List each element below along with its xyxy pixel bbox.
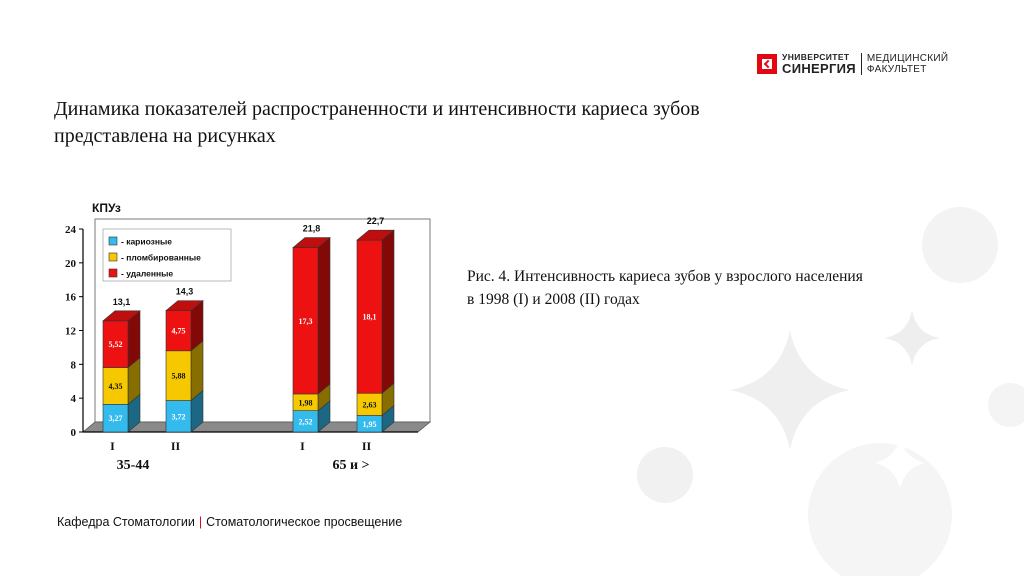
figure-caption-line-1: Рис. 4. Интенсивность кариеса зубов у вз… — [467, 268, 863, 285]
bar-top — [356, 229, 395, 241]
bar-total-label: 21,8 — [303, 224, 321, 234]
x-tick-label: I — [300, 439, 305, 453]
bar-value-label: 2,63 — [363, 400, 377, 409]
bar-total-label: 22,7 — [367, 216, 385, 226]
x-tick-label: I — [110, 439, 115, 453]
bar-side — [317, 236, 331, 395]
bar-segment — [102, 367, 129, 405]
y-tick-label: 0 — [71, 427, 77, 439]
y-tick-label: 16 — [65, 292, 77, 304]
bar-total-label: 14,3 — [176, 287, 194, 297]
bar-side — [381, 229, 395, 394]
chart-legend — [102, 228, 232, 282]
legend-label: - пломбированные — [121, 253, 201, 263]
bar-segment — [165, 310, 192, 352]
figure-caption-line-2: в 1998 (I) и 2008 (II) годах — [467, 291, 640, 308]
bar-value-label: 1,95 — [363, 420, 377, 429]
logo-name: УНИВЕРСИТЕТ СИНЕРГИЯ — [782, 53, 856, 75]
bar-segment — [102, 404, 129, 433]
university-logo[interactable]: УНИВЕРСИТЕТ СИНЕРГИЯ МЕДИЦИНСКИЙ ФАКУЛЬТ… — [757, 52, 948, 76]
bar-value-label: 2,52 — [299, 417, 313, 426]
logo-line-2: СИНЕРГИЯ — [782, 60, 856, 76]
deco-star — [884, 310, 940, 366]
bar-total-label: 13,1 — [113, 297, 131, 307]
footer-department: Кафедра Стоматологии — [57, 515, 195, 529]
footer-separator: | — [198, 515, 203, 529]
slide-title-line-1: Динамика показателей распространенности … — [54, 98, 700, 120]
deco-circle — [988, 383, 1024, 427]
logo-faculty: МЕДИЦИНСКИЙ ФАКУЛЬТЕТ — [867, 53, 949, 75]
legend-swatch — [108, 236, 118, 246]
slide-title: Динамика показателей распространенности … — [54, 96, 954, 150]
bar-top — [102, 310, 141, 322]
deco-circle — [922, 207, 998, 283]
bar-value-label: 5,88 — [172, 372, 186, 381]
logo-faculty-line-2: ФАКУЛЬТЕТ — [866, 64, 927, 75]
legend-label: - удаленные — [121, 269, 173, 279]
y-tick-label: 8 — [71, 359, 77, 371]
x-tick-label: II — [362, 439, 372, 453]
bar-value-label: 3,72 — [172, 412, 186, 421]
deco-star — [875, 438, 925, 488]
y-axis-label: КПУз — [92, 201, 121, 215]
deco-circle — [808, 443, 952, 576]
bar-value-label: 4,75 — [172, 327, 186, 336]
bar-value-label: 17,3 — [299, 317, 313, 326]
logo-mark-icon — [757, 54, 777, 74]
bar-top — [292, 237, 331, 248]
bar-value-label: 3,27 — [109, 414, 123, 423]
x-tick-label: II — [171, 439, 181, 453]
footer-topic: Стоматологическое просвещение — [206, 515, 403, 529]
deco-circle — [637, 447, 693, 503]
bar-value-label: 18,1 — [363, 313, 377, 322]
legend-label: - кариозные — [121, 237, 172, 247]
bar-segment — [356, 239, 383, 394]
y-tick-label: 20 — [65, 258, 77, 270]
bar-side — [190, 340, 204, 402]
bar-top — [165, 300, 204, 311]
x-group-label: 35-44 — [117, 458, 150, 473]
logo-faculty-line-1: МЕДИЦИНСКИЙ — [866, 53, 949, 64]
bar-segment — [165, 350, 192, 401]
bar-value-label: 1,98 — [299, 398, 313, 407]
bar-value-label: 5,52 — [109, 340, 123, 349]
deco-star — [730, 330, 850, 450]
footer: Кафедра Стоматологии | Стоматологическое п… — [57, 515, 402, 529]
logo-line-1: УНИВЕРСИТЕТ — [782, 52, 850, 63]
bar-value-label: 4,35 — [109, 382, 123, 391]
figure-caption: Рис. 4. Интенсивность кариеса зубов у вз… — [467, 265, 977, 311]
bar-segment — [165, 400, 192, 433]
logo-divider — [860, 53, 862, 75]
bar-segment — [102, 320, 129, 368]
y-tick-label: 12 — [65, 326, 77, 338]
y-tick-label: 4 — [71, 393, 77, 405]
x-group-label: 65 и > — [332, 458, 369, 473]
y-tick-label: 24 — [65, 224, 77, 236]
slide-title-line-2: представлена на рисунках — [54, 125, 276, 147]
legend-swatch — [108, 268, 118, 278]
legend-swatch — [108, 252, 118, 262]
